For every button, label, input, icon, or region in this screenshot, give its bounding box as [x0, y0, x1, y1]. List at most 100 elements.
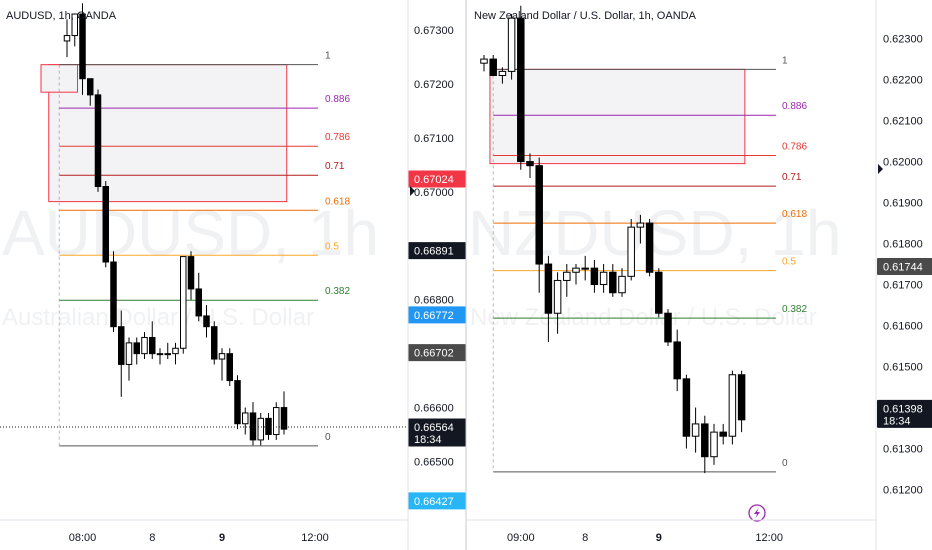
watermark-description: Australian Dollar / U.S. Dollar [2, 304, 314, 331]
candle [691, 407, 700, 453]
time-axis[interactable]: 09:00 8 9 12:00 [507, 532, 783, 544]
candle-body [273, 407, 280, 436]
price-tag-label: 0.61744 [883, 262, 923, 274]
candle [710, 423, 718, 465]
price-tag-box [408, 344, 466, 362]
price-tag-countdown: 18:34 [883, 415, 911, 427]
chart-panel-nzdusd[interactable]: NZDUSD, 1h New Zealand Dollar / U.S. Dol… [467, 5, 932, 544]
fib-level-label: 0 [782, 458, 788, 469]
candle [187, 251, 195, 300]
time-tick-label: 9 [656, 532, 662, 544]
candle-body [599, 271, 608, 286]
candle-body [535, 165, 543, 265]
candle [218, 348, 226, 381]
candle-body [125, 342, 133, 365]
fib-level-label: 0.382 [325, 286, 350, 297]
candle [94, 89, 102, 192]
fib-level-label: 0.5 [782, 257, 796, 268]
candle [673, 329, 681, 392]
price-tag: 0.61744 [877, 258, 932, 276]
candle-body [172, 347, 179, 355]
fib-level-label: 0 [325, 432, 331, 443]
price-tick-label: 0.62100 [883, 116, 923, 128]
candle [590, 259, 599, 293]
fib-retracement[interactable]: 1 0.886 0.786 0.71 0.618 0.5 0.382 0 [58, 51, 350, 447]
candle [655, 268, 663, 318]
price-tag-label: 0.66427 [414, 496, 454, 508]
supply-zone[interactable] [48, 64, 288, 203]
chart-panel-audusd[interactable]: AUDUSD, 1h Australian Dollar / U.S. Doll… [0, 3, 466, 544]
candle-body [489, 58, 497, 76]
candle-body [249, 412, 257, 441]
lightning-icon[interactable] [748, 504, 766, 522]
candle [203, 305, 210, 338]
price-tick-label: 0.66800 [414, 295, 454, 307]
watermark-symbol: NZDUSD, 1h [468, 197, 841, 269]
time-axis[interactable]: 08:00 8 9 12:00 [69, 532, 329, 544]
price-tick-label: 0.62200 [883, 75, 923, 87]
candle-body [526, 161, 534, 167]
candle [563, 264, 571, 297]
price-tag-countdown: 18:34 [414, 434, 442, 446]
price-tag: 0.67024 [408, 170, 466, 188]
candle [110, 251, 117, 333]
candle [156, 348, 164, 365]
price-axis[interactable]: 0.62300 0.62200 0.62100 0.62000 0.61900 0.618… [877, 34, 932, 497]
candle [226, 348, 233, 386]
fib-level-label: 0.786 [782, 141, 807, 152]
candle [87, 78, 94, 106]
price-axis[interactable]: 0.67300 0.67200 0.67100 0.67000 0.66800 0.666… [408, 25, 466, 510]
candle [249, 402, 257, 446]
time-tick-label: 8 [149, 532, 155, 544]
candle-body [110, 261, 117, 328]
chart-title: AUDUSD, 1h, OANDA [6, 10, 117, 22]
fib-level-label: 0.71 [325, 161, 345, 172]
candle-body [226, 353, 233, 382]
candle-body [664, 312, 672, 343]
candle-body [71, 13, 78, 37]
candle [125, 337, 133, 381]
candle [627, 218, 635, 281]
candle-body [480, 58, 488, 64]
supply-zone[interactable] [489, 68, 746, 165]
fib-level-label: 1 [325, 51, 331, 62]
candle-body [203, 315, 210, 328]
candle-body [691, 423, 700, 437]
candle-body [544, 263, 553, 314]
candle [553, 272, 562, 334]
price-tag-label: 0.66891 [414, 246, 454, 258]
candle-body [737, 374, 746, 421]
candle [102, 181, 109, 268]
candle [572, 264, 580, 285]
fib-level-label: 1 [782, 55, 788, 66]
price-tick-label: 0.66500 [414, 456, 454, 468]
price-tag-label: 0.66772 [414, 310, 454, 322]
price-tag: 0.66772 [408, 306, 466, 324]
candle-body [187, 256, 195, 290]
price-tick-label: 0.61800 [883, 239, 923, 251]
candle [489, 54, 497, 76]
fib-level-label: 0.886 [325, 94, 350, 105]
watermark-description: New Zealand Dollar / U.S. Dollar [470, 304, 817, 331]
candle-body [94, 94, 102, 188]
candle-body [507, 17, 516, 72]
candle-body [180, 256, 187, 349]
candle [507, 14, 516, 80]
price-tag-box [877, 399, 932, 428]
candle [234, 375, 241, 430]
price-tag-label: 0.61398 [883, 403, 923, 415]
time-tick-label: 08:00 [69, 532, 97, 544]
price-tag-box [877, 258, 932, 276]
price-tick-label: 0.61600 [883, 321, 923, 333]
candle [164, 342, 171, 360]
candle [280, 391, 288, 435]
price-tick-label: 0.66600 [414, 403, 454, 415]
candle [79, 3, 86, 95]
triangle-right-icon [878, 164, 883, 174]
candle [71, 13, 78, 47]
candle-body [218, 353, 226, 360]
candle [609, 264, 617, 297]
candle-body [636, 222, 645, 228]
candle-body [141, 336, 148, 355]
